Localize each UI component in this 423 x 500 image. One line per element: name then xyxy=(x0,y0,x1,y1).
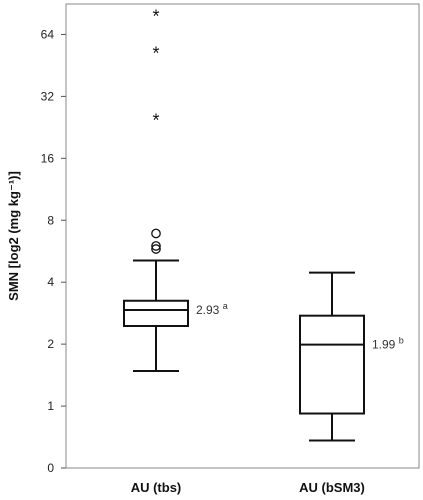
box-iqr xyxy=(299,314,365,415)
box-group: 1.99 b xyxy=(299,271,404,442)
box-group: * * * 2.93 a xyxy=(123,7,228,373)
x-category-label: AU (tbs) xyxy=(131,480,182,495)
y-tick-label: 1 xyxy=(47,399,54,413)
outlier-star: * xyxy=(152,43,159,63)
significance-letter: a xyxy=(223,301,228,311)
y-tick-label: 0 xyxy=(47,461,54,475)
plot-frame xyxy=(65,3,420,469)
median-value: 2.93 xyxy=(196,303,223,317)
outlier-star: * xyxy=(152,110,159,130)
box-iqr xyxy=(123,299,189,327)
x-category-label: AU (bSM3) xyxy=(299,480,365,495)
median-annotation: 2.93 a xyxy=(196,301,228,317)
outlier-star: * xyxy=(152,7,159,27)
median-value: 1.99 xyxy=(372,338,399,352)
outlier-circle xyxy=(151,244,161,254)
y-tick-label: 2 xyxy=(47,337,54,351)
y-tick-label: 4 xyxy=(47,275,54,289)
median-annotation: 1.99 b xyxy=(372,336,404,352)
y-tick-label: 16 xyxy=(41,151,55,165)
outlier-circle xyxy=(151,228,161,239)
significance-letter: b xyxy=(399,336,404,346)
y-tick-label: 8 xyxy=(47,213,54,227)
y-tick-label: 64 xyxy=(41,27,55,41)
outlier-circle xyxy=(151,241,161,251)
y-axis-label: SMN [log2 (mg kg⁻¹)] xyxy=(6,171,21,301)
y-tick-label: 32 xyxy=(41,89,55,103)
